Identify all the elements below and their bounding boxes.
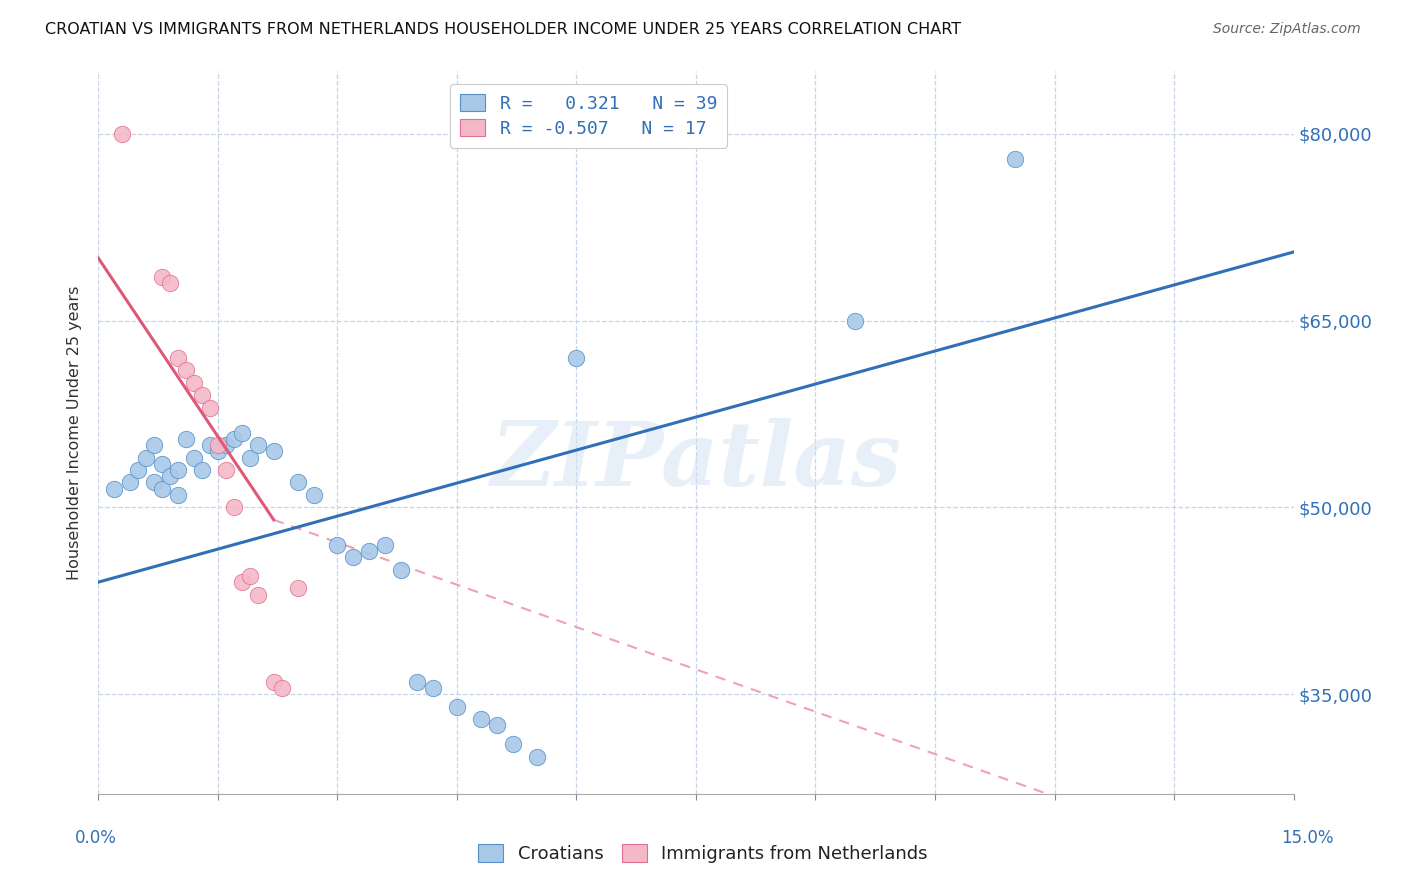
- Point: [120, 475, 142, 490]
- Point: [103, 482, 125, 496]
- Point: [389, 563, 412, 577]
- Point: [502, 737, 524, 751]
- Point: [174, 363, 197, 377]
- Point: [111, 127, 134, 141]
- Point: [150, 457, 173, 471]
- Point: [167, 488, 190, 502]
- Point: [470, 712, 492, 726]
- Point: [174, 432, 197, 446]
- Point: [359, 544, 381, 558]
- Point: [167, 351, 190, 365]
- Point: [135, 450, 157, 465]
- Point: [150, 269, 173, 284]
- Point: [207, 444, 229, 458]
- Text: 0.0%: 0.0%: [75, 829, 117, 847]
- Point: [446, 699, 468, 714]
- Y-axis label: Householder Income Under 25 years: Householder Income Under 25 years: [67, 285, 83, 580]
- Point: [246, 438, 269, 452]
- Point: [150, 482, 173, 496]
- Point: [191, 463, 214, 477]
- Point: [143, 475, 166, 490]
- Point: [207, 438, 229, 452]
- Point: [1004, 152, 1026, 166]
- Point: [231, 425, 253, 440]
- Point: [422, 681, 444, 695]
- Point: [127, 463, 149, 477]
- Point: [374, 538, 396, 552]
- Point: [222, 500, 245, 515]
- Point: [263, 444, 285, 458]
- Text: ZIPatlas: ZIPatlas: [491, 418, 901, 505]
- Point: [302, 488, 325, 502]
- Point: [239, 569, 262, 583]
- Point: [844, 313, 866, 327]
- Point: [526, 749, 548, 764]
- Point: [215, 463, 238, 477]
- Point: [342, 550, 364, 565]
- Point: [485, 718, 508, 732]
- Point: [198, 438, 221, 452]
- Point: [167, 463, 190, 477]
- Point: [263, 674, 285, 689]
- Text: 15.0%: 15.0%: [1281, 829, 1334, 847]
- Point: [159, 469, 181, 483]
- Point: [270, 681, 292, 695]
- Point: [183, 450, 205, 465]
- Point: [159, 276, 181, 290]
- Legend: R =   0.321   N = 39, R = -0.507   N = 17: R = 0.321 N = 39, R = -0.507 N = 17: [450, 84, 727, 148]
- Text: CROATIAN VS IMMIGRANTS FROM NETHERLANDS HOUSEHOLDER INCOME UNDER 25 YEARS CORREL: CROATIAN VS IMMIGRANTS FROM NETHERLANDS …: [45, 22, 962, 37]
- Point: [239, 450, 262, 465]
- Point: [326, 538, 349, 552]
- Point: [565, 351, 588, 365]
- Point: [191, 388, 214, 402]
- Text: Source: ZipAtlas.com: Source: ZipAtlas.com: [1213, 22, 1361, 37]
- Point: [183, 376, 205, 390]
- Point: [246, 588, 269, 602]
- Point: [222, 432, 245, 446]
- Point: [406, 674, 429, 689]
- Point: [287, 475, 309, 490]
- Point: [198, 401, 221, 415]
- Point: [287, 582, 309, 596]
- Point: [231, 575, 253, 590]
- Legend: Croatians, Immigrants from Netherlands: Croatians, Immigrants from Netherlands: [470, 836, 936, 872]
- Point: [215, 438, 238, 452]
- Point: [143, 438, 166, 452]
